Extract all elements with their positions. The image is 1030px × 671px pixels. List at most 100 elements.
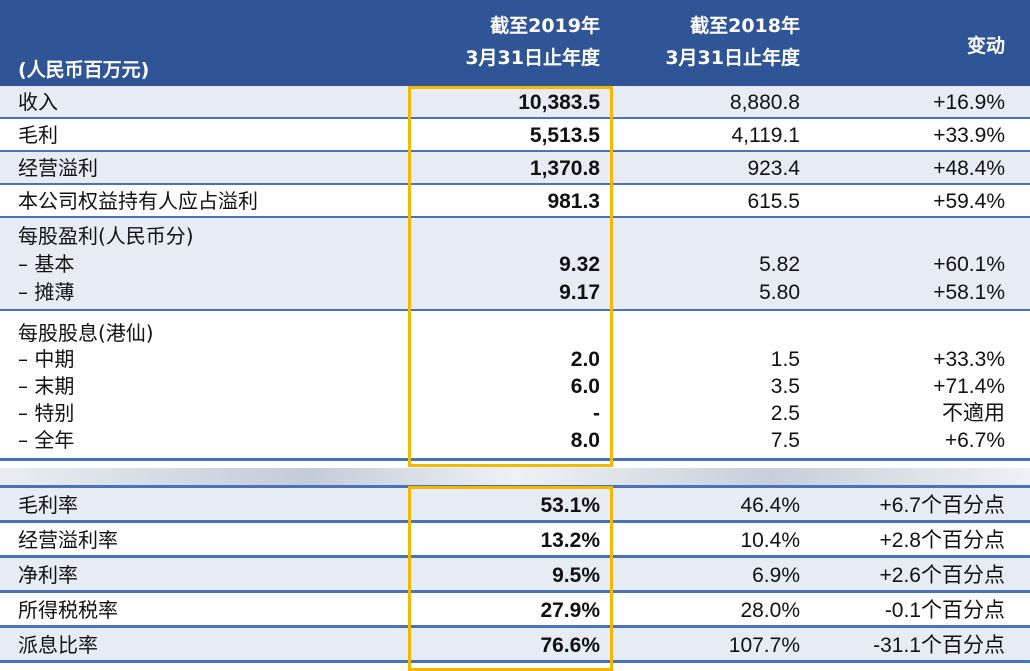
value-2018: 2.5 xyxy=(770,402,800,425)
row-label: – 末期 xyxy=(18,374,75,398)
group-title: 每股股息(港仙) xyxy=(0,319,1030,348)
table-row: 毛利率 53.1% 46.4% +6.7个百分点 xyxy=(0,488,1030,523)
table-line: – 特别 - 2.5 不適用 xyxy=(0,399,1030,428)
col-2019-header: 截至2019年 3月31日止年度 xyxy=(465,10,600,74)
value-2018: 7.5 xyxy=(770,429,800,452)
row-label: 净利率 xyxy=(18,563,78,587)
value-change: +33.3% xyxy=(933,348,1005,371)
table-row: 经营溢利 1,370.8 923.4 +48.4% xyxy=(0,152,1030,186)
value-2019: 9.17 xyxy=(559,281,600,304)
value-2019: 8.0 xyxy=(570,429,600,452)
value-change: -0.1个百分点 xyxy=(884,599,1005,622)
value-2018: 107.7% xyxy=(728,634,800,657)
col-2019-line1: 截至2019年 xyxy=(490,15,600,37)
value-change: +2.6个百分点 xyxy=(879,564,1005,587)
row-label: 本公司权益持有人应占溢利 xyxy=(18,189,258,213)
value-2019: 27.9% xyxy=(540,599,600,622)
col-2019-line2: 3月31日止年度 xyxy=(465,47,600,69)
row-label: 经营溢利 xyxy=(18,156,98,180)
table-row: 派息比率 76.6% 107.7% -31.1个百分点 xyxy=(0,628,1030,663)
value-2018: 1.5 xyxy=(770,348,800,371)
value-2018: 46.4% xyxy=(740,494,800,517)
row-label: 每股股息(港仙) xyxy=(18,321,154,345)
row-label: 毛利率 xyxy=(18,493,78,517)
table-row: 所得税税率 27.9% 28.0% -0.1个百分点 xyxy=(0,593,1030,628)
row-label: 每股盈利(人民币分) xyxy=(18,224,194,248)
table-row: 每股盈利(人民币分) – 基本 9.32 5.82 +60.1% – 摊薄 9.17 5.80… xyxy=(0,218,1030,312)
value-2018: 10.4% xyxy=(740,529,800,552)
table-row: 收入 10,383.5 8,880.8 +16.9% xyxy=(0,86,1030,120)
value-2019: 1,370.8 xyxy=(529,157,600,180)
value-2019: 10,383.5 xyxy=(518,91,600,114)
row-label: – 中期 xyxy=(18,347,75,371)
value-change: +2.8个百分点 xyxy=(879,529,1005,552)
table-row: 每股股息(港仙) – 中期 2.0 1.5 +33.3% – 末期 6.0 3.5 +71.4%… xyxy=(0,311,1030,461)
value-2019: 53.1% xyxy=(540,494,600,517)
value-2019: 13.2% xyxy=(540,529,600,552)
value-change: +16.9% xyxy=(933,91,1005,114)
value-2018: 28.0% xyxy=(740,599,800,622)
value-2018: 6.9% xyxy=(752,564,800,587)
value-2018: 8,880.8 xyxy=(729,91,800,114)
value-2018: 615.5 xyxy=(747,190,800,213)
row-label: 收入 xyxy=(18,90,58,114)
row-label: – 特别 xyxy=(18,401,75,425)
table-row: 经营溢利率 13.2% 10.4% +2.8个百分点 xyxy=(0,523,1030,558)
row-label: 毛利 xyxy=(18,123,58,147)
table-line: 毛利 5,513.5 4,119.1 +33.9% xyxy=(0,121,1030,150)
col-2018-line2: 3月31日止年度 xyxy=(665,47,800,69)
table-row: 本公司权益持有人应占溢利 981.3 615.5 +59.4% xyxy=(0,185,1030,219)
value-change: -31.1个百分点 xyxy=(873,634,1005,657)
table-line: 经营溢利 1,370.8 923.4 +48.4% xyxy=(0,154,1030,183)
table-line: – 基本 9.32 5.82 +60.1% xyxy=(0,250,1030,279)
value-change: +71.4% xyxy=(933,375,1005,398)
value-change: +6.7% xyxy=(944,429,1005,452)
value-change: 不適用 xyxy=(942,402,1005,425)
value-2018: 4,119.1 xyxy=(731,124,800,147)
value-2018: 923.4 xyxy=(747,157,800,180)
row-label: – 基本 xyxy=(18,252,75,276)
value-2018: 3.5 xyxy=(770,375,800,398)
table-line: 经营溢利率 13.2% 10.4% +2.8个百分点 xyxy=(0,526,1030,555)
row-label: – 摊薄 xyxy=(18,280,75,304)
value-2018: 5.80 xyxy=(759,281,800,304)
value-2019: 6.0 xyxy=(570,375,600,398)
col-2018-header: 截至2018年 3月31日止年度 xyxy=(665,10,800,74)
value-2019: 2.0 xyxy=(570,348,600,371)
table-line: – 摊薄 9.17 5.80 +58.1% xyxy=(0,278,1030,307)
row-label: 经营溢利率 xyxy=(18,528,118,552)
table-line: 毛利率 53.1% 46.4% +6.7个百分点 xyxy=(0,491,1030,520)
value-change: +48.4% xyxy=(933,157,1005,180)
table-line: – 中期 2.0 1.5 +33.3% xyxy=(0,345,1030,374)
table-line: – 末期 6.0 3.5 +71.4% xyxy=(0,372,1030,401)
group-title: 每股盈利(人民币分) xyxy=(0,222,1030,251)
col-2018-line1: 截至2018年 xyxy=(690,15,800,37)
table-header: (人民币百万元) 截至2019年 3月31日止年度 截至2018年 3月31日止… xyxy=(0,0,1030,86)
value-change: +33.9% xyxy=(933,124,1005,147)
table-line: – 全年 8.0 7.5 +6.7% xyxy=(0,426,1030,455)
value-change: +58.1% xyxy=(933,281,1005,304)
section-divider xyxy=(0,468,1030,488)
table-line: 净利率 9.5% 6.9% +2.6个百分点 xyxy=(0,561,1030,590)
unit-label: (人民币百万元) xyxy=(18,59,150,81)
value-change: +6.7个百分点 xyxy=(879,494,1005,517)
table-row: 毛利 5,513.5 4,119.1 +33.9% xyxy=(0,119,1030,153)
value-2019: 76.6% xyxy=(540,634,600,657)
value-change: +59.4% xyxy=(933,190,1005,213)
value-2019: - xyxy=(593,402,600,425)
col-change-header: 变动 xyxy=(966,35,1005,57)
row-label: – 全年 xyxy=(18,428,75,452)
value-2019: 5,513.5 xyxy=(529,124,600,147)
row-label: 所得税税率 xyxy=(18,598,118,622)
table-row: 净利率 9.5% 6.9% +2.6个百分点 xyxy=(0,558,1030,593)
table-line: 本公司权益持有人应占溢利 981.3 615.5 +59.4% xyxy=(0,187,1030,216)
value-2019: 9.32 xyxy=(559,253,600,276)
table-line: 派息比率 76.6% 107.7% -31.1个百分点 xyxy=(0,631,1030,660)
value-change: +60.1% xyxy=(933,253,1005,276)
table-line: 收入 10,383.5 8,880.8 +16.9% xyxy=(0,88,1030,117)
value-2019: 9.5% xyxy=(552,564,600,587)
value-2018: 5.82 xyxy=(759,253,800,276)
row-label: 派息比率 xyxy=(18,633,98,657)
table-line: 所得税税率 27.9% 28.0% -0.1个百分点 xyxy=(0,596,1030,625)
value-2019: 981.3 xyxy=(547,190,600,213)
